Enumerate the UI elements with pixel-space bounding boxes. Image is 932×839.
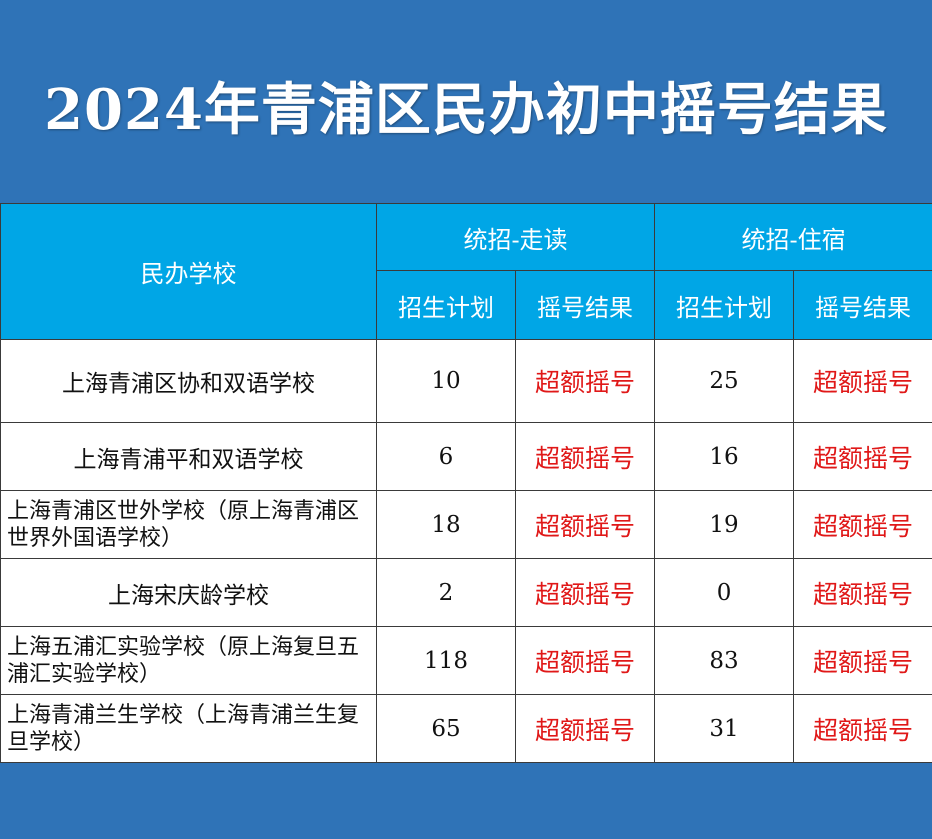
boarding-result-cell: 超额摇号 [793,558,932,627]
school-name: 上海青浦平和双语学校 [0,422,377,491]
boarding-plan-cell: 0 [654,558,795,627]
sub-header-boarding-result: 摇号结果 [793,270,932,340]
school-name: 上海青浦兰生学校（上海青浦兰生复旦学校） [0,694,377,763]
header-row-sub: 招生计划 摇号结果 招生计划 摇号结果 [1,270,932,340]
school-column-header: 民办学校 [0,203,377,340]
day-plan-cell: 18 [376,490,516,559]
school-name: 上海青浦区协和双语学校 [0,339,377,423]
boarding-plan-cell: 16 [654,422,795,491]
school-name: 上海宋庆龄学校 [0,558,377,627]
page-title: 2024年青浦区民办初中摇号结果 [44,77,888,143]
sub-header-day-result: 摇号结果 [514,270,656,340]
day-result-cell: 超额摇号 [514,626,656,695]
boarding-plan-cell: 19 [654,490,795,559]
day-result-cell: 超额摇号 [514,694,656,763]
header-row-groups: 民办学校 统招-走读 统招-住宿 [0,203,932,340]
school-name: 上海青浦区世外学校（原上海青浦区世界外国语学校） [0,490,377,559]
table-row: 上海青浦区协和双语学校 10 超额摇号 25 超额摇号 [0,339,932,423]
sub-header-day-plan: 招生计划 [376,270,516,340]
day-plan-cell: 65 [376,694,516,763]
group-header-boarding: 统招-住宿 [654,203,932,271]
boarding-result-cell: 超额摇号 [793,490,932,559]
table-row: 上海青浦平和双语学校 6 超额摇号 16 超额摇号 [0,422,932,491]
day-plan-cell: 2 [376,558,516,627]
boarding-plan-cell: 83 [654,626,795,695]
boarding-plan-cell: 31 [654,694,795,763]
table-row: 上海青浦区世外学校（原上海青浦区世界外国语学校） 18 超额摇号 19 超额摇号 [0,490,932,559]
day-result-cell: 超额摇号 [514,339,656,423]
boarding-result-cell: 超额摇号 [793,339,932,423]
footer-band [0,771,932,839]
school-name: 上海五浦汇实验学校（原上海复旦五浦汇实验学校） [0,626,377,695]
sub-header-boarding-plan: 招生计划 [654,270,795,340]
results-table: 民办学校 统招-走读 统招-住宿 招生计划 摇号结果 招生计划 摇号结果 上海青… [0,203,932,763]
day-result-cell: 超额摇号 [514,422,656,491]
boarding-result-cell: 超额摇号 [793,694,932,763]
day-plan-cell: 118 [376,626,516,695]
title-banner: 2024年青浦区民办初中摇号结果 [0,0,932,203]
day-plan-cell: 6 [376,422,516,491]
boarding-result-cell: 超额摇号 [793,626,932,695]
day-result-cell: 超额摇号 [514,490,656,559]
day-result-cell: 超额摇号 [514,558,656,627]
table-row: 上海青浦兰生学校（上海青浦兰生复旦学校） 65 超额摇号 31 超额摇号 [0,694,932,763]
day-plan-cell: 10 [376,339,516,423]
boarding-result-cell: 超额摇号 [793,422,932,491]
table-row: 上海五浦汇实验学校（原上海复旦五浦汇实验学校） 118 超额摇号 83 超额摇号 [0,626,932,695]
table-row: 上海宋庆龄学校 2 超额摇号 0 超额摇号 [0,558,932,627]
group-header-day: 统招-走读 [375,203,656,271]
boarding-plan-cell: 25 [654,339,795,423]
